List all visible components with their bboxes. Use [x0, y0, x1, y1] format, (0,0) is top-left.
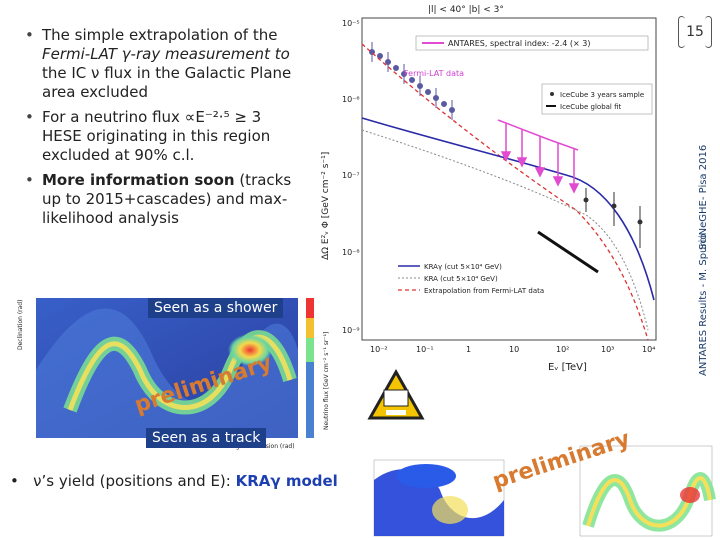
- bullet-flux-limit: For a neutrino flux ∝E⁻²·⁵ ≥ 3 HESE orig…: [22, 108, 322, 165]
- xtick: 1: [466, 345, 471, 354]
- kra-model-highlight: KRAγ model: [235, 472, 338, 490]
- plot-xlabel: Eᵥ [TeV]: [548, 362, 587, 373]
- extrapolation-curve: [361, 43, 649, 341]
- track-label: Seen as a track: [146, 428, 267, 448]
- bullet-line: More information soon (tracks: [42, 171, 322, 190]
- legend-icecube: IceCube 3 years sample: [560, 91, 644, 99]
- xtick: 10²: [556, 345, 569, 354]
- bullet-line: likelihood analysis: [42, 209, 179, 227]
- shower-label: Seen as a shower: [148, 298, 284, 318]
- bullet-extrapolation: The simple extrapolation of the Fermi-LA…: [22, 26, 322, 102]
- bullet-list: The simple extrapolation of the Fermi-LA…: [22, 26, 322, 234]
- warning-sign-icon: [367, 368, 425, 420]
- icecube-points: [583, 188, 643, 248]
- bullet-line: The simple extrapolation of the: [42, 26, 278, 44]
- xtick: 10³: [601, 345, 614, 354]
- legend-antares: ANTARES, spectral index: -2.4 (× 3): [448, 39, 591, 48]
- kra-curve: [361, 129, 649, 331]
- bullet-line: Fermi-LAT γ-ray measurement to: [42, 45, 290, 63]
- bold-lead: More information soon: [42, 171, 235, 189]
- legend-extrapolation: Extrapolation from Fermi-LAT data: [424, 287, 544, 295]
- antares-limits: [497, 119, 580, 194]
- plot-header: |l| < 40° |b| < 3°: [428, 5, 504, 15]
- ytick: 10⁻⁷: [342, 171, 360, 180]
- sky1-ylabel: Declination (rad): [17, 300, 24, 350]
- bullet-more-info: More information soon (tracks up to 2015…: [22, 171, 322, 228]
- bullet-line: For a neutrino flux ∝E⁻²·⁵ ≥ 3: [42, 108, 262, 126]
- xtick: 10⁻²: [370, 345, 388, 354]
- ytick: 10⁻⁵: [342, 19, 360, 28]
- bullet-line: the IC ν flux in the Galactic Plane: [42, 64, 292, 82]
- legend-kra: KRA (cut 5×10⁴ GeV): [424, 275, 498, 283]
- legend-kra-gamma: KRAγ (cut 5×10⁴ GeV): [424, 263, 502, 271]
- skymap-shower: Declination (rad) Neutrino flux [GeV cm⁻…: [17, 298, 330, 450]
- sidebar-author: ANTARES Results - M. Spurio: [698, 233, 709, 376]
- fermi-points: [369, 42, 455, 120]
- bullet-dot: •: [10, 472, 34, 490]
- legend-icecube-fit: IceCube global fit: [560, 103, 622, 111]
- icecube-fit: [537, 230, 599, 274]
- flux-plot: |l| < 40° |b| < 3° ΔΩ E²ᵥ Φ [GeV cm⁻² s⁻…: [316, 0, 692, 378]
- bullet-line: excluded at 90% c.l.: [42, 146, 195, 164]
- ytick: 10⁻⁶: [342, 95, 360, 104]
- bullet-line: up to 2015+cascades) and max-: [42, 190, 288, 208]
- bullet-line-rest: (tracks: [234, 171, 292, 189]
- xtick: 10: [509, 345, 519, 354]
- bottom-bullet: • ν’s yield (positions and E): KRAγ mode…: [10, 472, 338, 490]
- ytick: 10⁻⁸: [342, 248, 360, 257]
- bullet-line: area excluded: [42, 83, 148, 101]
- plot-ylabel: ΔΩ E²ᵥ Φ [GeV cm⁻² s⁻¹]: [321, 152, 331, 260]
- kra-gamma-curve: [361, 117, 655, 301]
- xtick: 10⁴: [642, 345, 655, 354]
- sidebar-event: SciNeGHE- Pisa 2016: [698, 144, 709, 250]
- skymap-track: [360, 440, 720, 540]
- sky1-cbar: Neutrino flux [GeV cm⁻² s⁻¹ sr⁻¹]: [323, 332, 330, 430]
- fermi-label: Fermi-LAT data: [404, 69, 464, 78]
- page-number: 15: [676, 16, 714, 48]
- xtick: 10⁻¹: [416, 345, 434, 354]
- ytick: 10⁻⁹: [342, 326, 360, 335]
- bottom-bullet-text: ν’s yield (positions and E):: [33, 472, 236, 490]
- bullet-line: HESE originating in this region: [42, 127, 271, 145]
